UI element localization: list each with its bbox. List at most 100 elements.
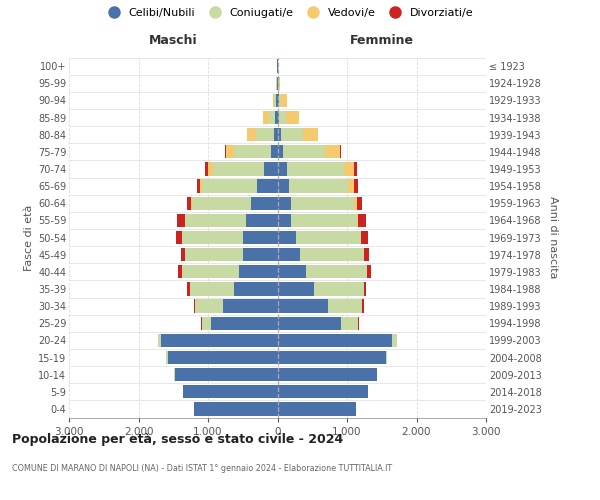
Bar [341,316,358,330]
Bar [197,180,200,193]
Bar [277,196,291,210]
Bar [283,145,325,158]
Bar [277,402,356,415]
Bar [239,265,277,278]
Bar [281,94,287,107]
Bar [367,265,371,278]
Bar [296,231,361,244]
Bar [277,94,279,107]
Bar [289,180,349,193]
Bar [276,94,277,107]
Bar [194,402,277,415]
Bar [325,145,340,158]
Bar [328,300,362,313]
Bar [278,76,280,90]
Y-axis label: Fasce di età: Fasce di età [23,204,34,270]
Bar [277,300,328,313]
Bar [277,214,292,227]
Bar [245,214,277,227]
Bar [357,214,358,227]
Bar [386,351,388,364]
Bar [187,282,190,296]
Bar [243,231,277,244]
Bar [353,162,357,175]
Bar [194,300,196,313]
Bar [271,145,277,158]
Bar [178,214,185,227]
Bar [277,316,341,330]
Bar [361,231,368,244]
Bar [183,385,277,398]
Bar [279,94,281,107]
Bar [158,334,161,347]
Bar [182,231,243,244]
Bar [354,196,357,210]
Bar [277,351,386,364]
Bar [277,180,289,193]
Bar [251,196,277,210]
Bar [357,196,362,210]
Bar [292,214,357,227]
Bar [392,334,397,347]
Bar [190,282,235,296]
Bar [277,248,300,262]
Bar [274,94,276,107]
Bar [364,248,369,262]
Bar [280,111,286,124]
Bar [202,316,211,330]
Bar [247,128,256,141]
Bar [277,385,368,398]
Bar [196,300,223,313]
Bar [192,196,251,210]
Bar [354,180,358,193]
Bar [277,265,306,278]
Bar [274,128,277,141]
Bar [287,162,344,175]
Bar [205,162,208,175]
Bar [277,282,314,296]
Bar [185,248,244,262]
Bar [269,111,275,124]
Bar [362,300,364,313]
Bar [277,76,278,90]
Bar [286,111,299,124]
Bar [277,162,287,175]
Bar [235,145,271,158]
Bar [257,180,277,193]
Bar [226,145,235,158]
Bar [291,196,354,210]
Bar [314,282,364,296]
Bar [277,368,377,382]
Bar [211,316,277,330]
Text: Femmine: Femmine [350,34,414,47]
Bar [306,265,367,278]
Bar [213,162,263,175]
Bar [256,128,274,141]
Bar [303,128,318,141]
Bar [223,300,277,313]
Bar [167,351,277,364]
Bar [235,282,277,296]
Bar [185,214,245,227]
Bar [364,282,367,296]
Bar [344,162,353,175]
Bar [200,180,202,193]
Bar [277,231,296,244]
Bar [178,265,182,278]
Bar [272,94,274,107]
Bar [349,180,354,193]
Bar [208,162,213,175]
Bar [275,111,277,124]
Bar [277,145,283,158]
Bar [277,111,280,124]
Bar [182,265,239,278]
Bar [281,128,303,141]
Bar [277,334,392,347]
Bar [244,248,277,262]
Y-axis label: Anni di nascita: Anni di nascita [548,196,559,279]
Bar [300,248,364,262]
Text: Maschi: Maschi [149,34,197,47]
Text: Popolazione per età, sesso e stato civile - 2024: Popolazione per età, sesso e stato civil… [12,432,343,446]
Bar [202,180,257,193]
Bar [175,368,277,382]
